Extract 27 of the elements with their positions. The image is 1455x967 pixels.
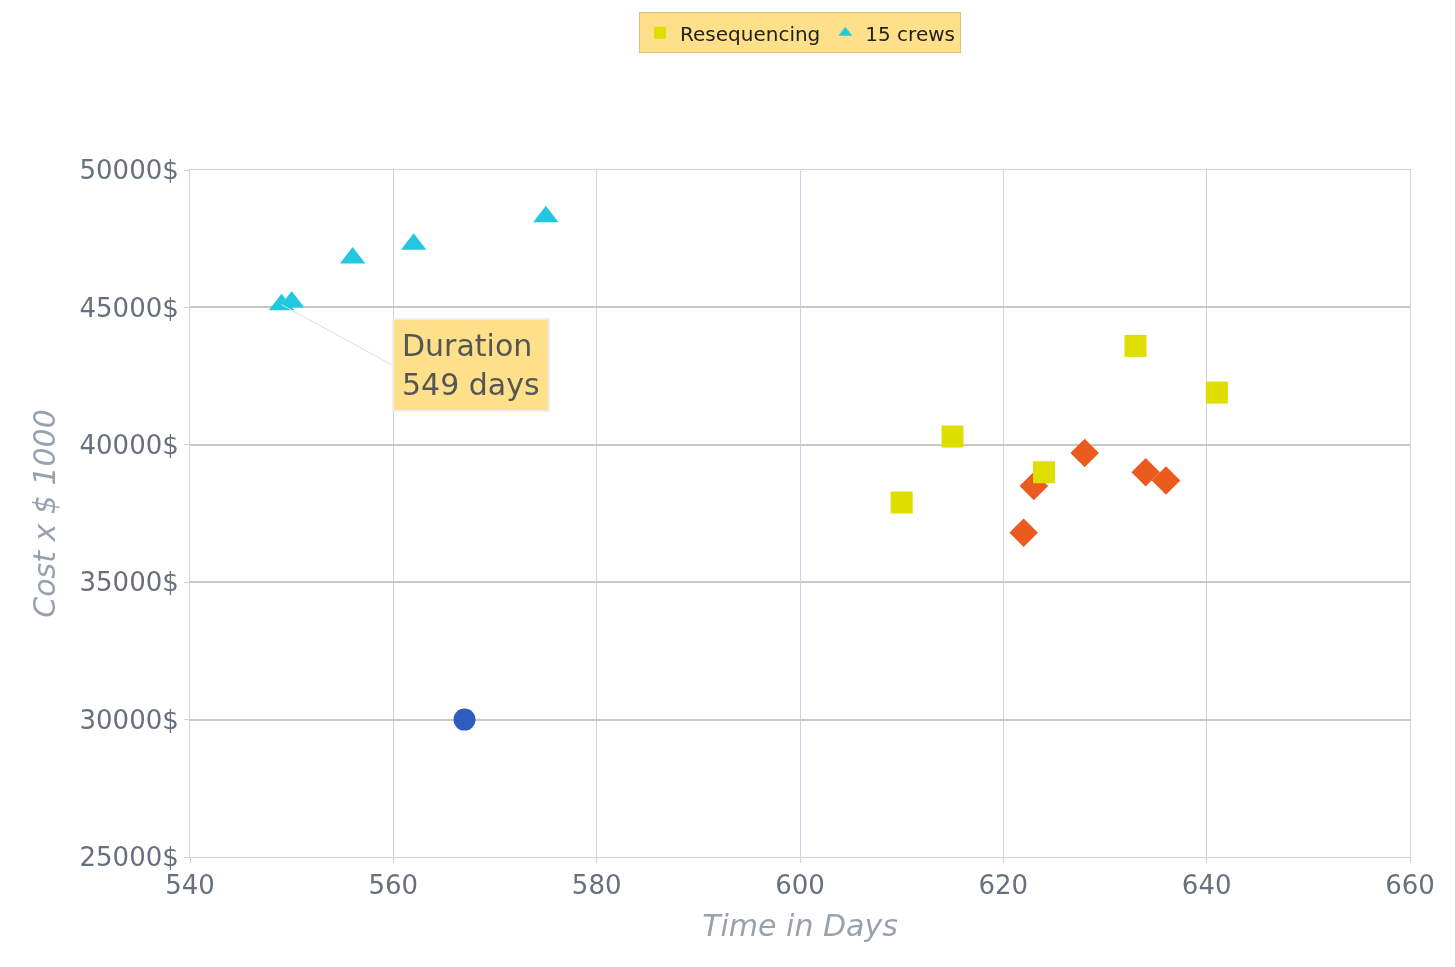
y-tick-label: 35000$ (79, 567, 179, 598)
point (1151, 466, 1181, 495)
y-axis-title: Cost x $ 1000 (26, 409, 62, 618)
point (1205, 381, 1228, 404)
point (890, 491, 913, 514)
legend-label: Resequencing (680, 21, 821, 46)
x-tick-label: 620 (978, 870, 1029, 901)
point (941, 425, 964, 448)
x-tick-label: 600 (775, 870, 825, 901)
x-tick-label: 660 (1385, 870, 1435, 901)
x-tick-label: 540 (165, 870, 215, 901)
y-tick-label: 45000$ (79, 292, 179, 323)
point (1033, 461, 1055, 484)
annotation: Duration 549 days (402, 328, 540, 402)
x-axis-title: Time in Days (702, 907, 898, 943)
y-tick-label: 25000$ (79, 842, 179, 873)
x-tick-label: 580 (571, 870, 622, 901)
y-tick-label: 50000$ (79, 155, 179, 186)
x-tick-label: 560 (368, 870, 419, 901)
point (1124, 334, 1147, 357)
y-tick-label: 40000$ (79, 429, 179, 460)
y-tick-label: 30000$ (79, 704, 179, 735)
legend-label: 15 crews (865, 21, 955, 46)
x-tick-label: 640 (1181, 870, 1232, 901)
point (1009, 518, 1038, 548)
point (1070, 438, 1099, 468)
point (1131, 457, 1160, 487)
